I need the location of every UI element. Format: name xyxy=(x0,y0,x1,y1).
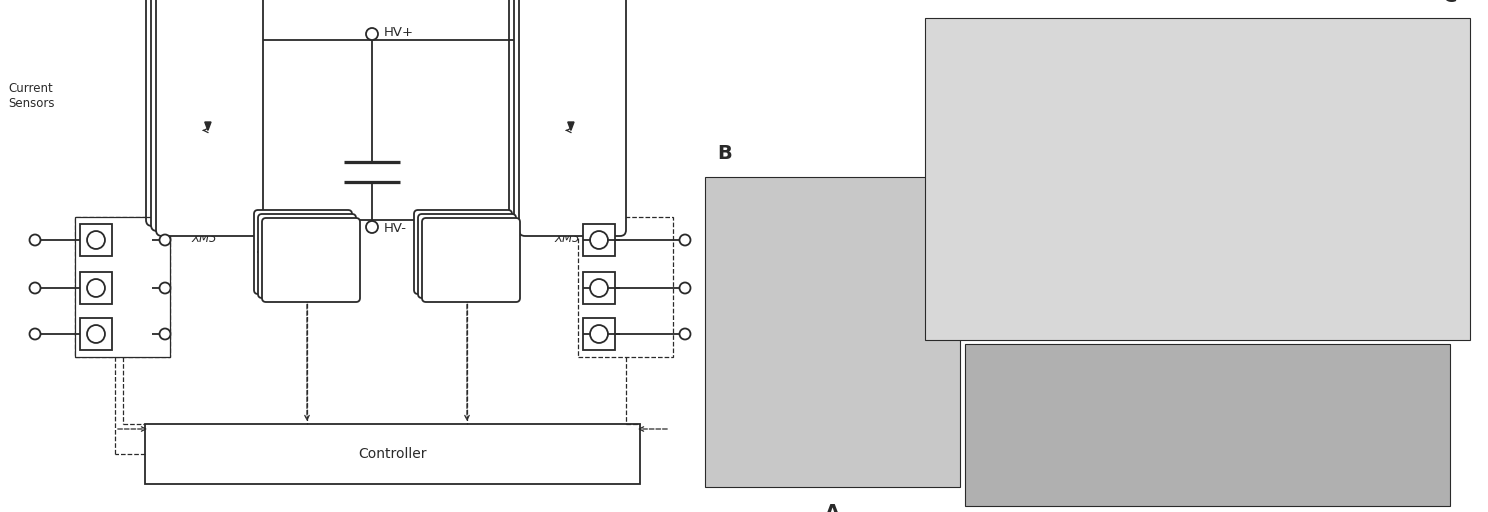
Bar xyxy=(705,177,960,487)
Polygon shape xyxy=(205,122,211,131)
Text: Current
Sensors: Current Sensors xyxy=(570,82,616,110)
Text: HV-: HV- xyxy=(384,223,408,236)
Circle shape xyxy=(591,279,609,297)
Bar xyxy=(577,217,673,357)
Circle shape xyxy=(86,279,106,297)
Text: A: A xyxy=(824,503,841,512)
Circle shape xyxy=(159,234,171,245)
Circle shape xyxy=(86,231,106,249)
Circle shape xyxy=(30,329,40,339)
FancyBboxPatch shape xyxy=(150,0,257,231)
Text: B: B xyxy=(717,144,732,163)
Text: Gate
Driver: Gate Driver xyxy=(289,238,326,266)
Circle shape xyxy=(159,283,171,293)
Bar xyxy=(74,217,170,357)
Circle shape xyxy=(525,0,610,28)
Text: Gate
Driver: Gate Driver xyxy=(448,238,485,266)
Bar xyxy=(966,344,1449,506)
Bar xyxy=(74,217,170,357)
Text: D: D xyxy=(982,511,998,512)
Bar xyxy=(583,224,615,256)
FancyBboxPatch shape xyxy=(414,210,512,294)
Circle shape xyxy=(159,329,171,339)
Circle shape xyxy=(680,234,690,245)
Circle shape xyxy=(30,283,40,293)
Text: Current
Sensors: Current Sensors xyxy=(7,82,55,110)
Polygon shape xyxy=(568,122,574,131)
FancyBboxPatch shape xyxy=(418,214,516,298)
Text: Controller: Controller xyxy=(359,447,427,461)
Bar xyxy=(926,18,1470,340)
Text: HV+: HV+ xyxy=(384,26,414,38)
Circle shape xyxy=(591,231,609,249)
FancyBboxPatch shape xyxy=(513,0,620,231)
Bar xyxy=(80,318,112,350)
FancyBboxPatch shape xyxy=(156,0,263,236)
Circle shape xyxy=(86,325,106,343)
FancyBboxPatch shape xyxy=(257,214,356,298)
Circle shape xyxy=(162,0,247,28)
Bar xyxy=(80,272,112,304)
FancyBboxPatch shape xyxy=(509,0,616,226)
FancyBboxPatch shape xyxy=(519,0,626,236)
Circle shape xyxy=(366,28,378,40)
Bar xyxy=(144,424,640,484)
Text: XM3: XM3 xyxy=(555,232,580,245)
FancyBboxPatch shape xyxy=(254,210,353,294)
Circle shape xyxy=(366,221,378,233)
Circle shape xyxy=(591,325,609,343)
Bar xyxy=(80,224,112,256)
Bar xyxy=(583,318,615,350)
Circle shape xyxy=(525,89,610,173)
Text: XM3: XM3 xyxy=(192,232,217,245)
Bar xyxy=(583,272,615,304)
FancyBboxPatch shape xyxy=(262,218,360,302)
Bar xyxy=(577,217,673,357)
FancyBboxPatch shape xyxy=(146,0,253,226)
Bar xyxy=(74,217,170,357)
Circle shape xyxy=(680,329,690,339)
Circle shape xyxy=(30,234,40,245)
Circle shape xyxy=(162,89,247,173)
Text: C: C xyxy=(1443,0,1457,6)
Circle shape xyxy=(680,283,690,293)
FancyBboxPatch shape xyxy=(423,218,519,302)
